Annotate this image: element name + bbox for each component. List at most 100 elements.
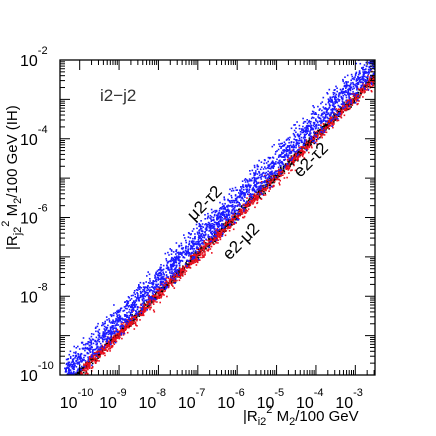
data-point	[196, 258, 198, 261]
data-point	[367, 73, 370, 76]
data-point	[155, 271, 157, 274]
data-point	[342, 91, 344, 93]
data-point	[284, 163, 287, 165]
data-point	[339, 106, 341, 108]
data-point	[297, 156, 299, 158]
data-point	[119, 331, 121, 334]
data-point	[205, 244, 207, 247]
data-point	[173, 281, 175, 284]
data-point	[385, 38, 387, 40]
data-point	[349, 107, 351, 110]
data-point	[335, 96, 337, 99]
data-point	[341, 97, 343, 100]
data-point	[381, 69, 383, 71]
data-point	[196, 246, 198, 248]
data-point	[218, 233, 220, 236]
data-point	[332, 91, 335, 94]
data-point	[189, 253, 191, 256]
data-point	[365, 85, 367, 87]
data-point	[385, 46, 387, 48]
data-point	[87, 368, 89, 371]
data-point	[279, 164, 281, 167]
data-point	[76, 373, 78, 375]
data-point	[263, 194, 265, 196]
data-point	[104, 348, 107, 350]
data-point	[241, 213, 244, 215]
data-point	[249, 204, 252, 207]
data-point	[391, 60, 393, 62]
data-point	[264, 174, 266, 177]
data-point	[380, 71, 382, 73]
data-point	[72, 372, 74, 375]
data-point	[308, 121, 311, 123]
data-point	[381, 72, 383, 74]
data-point	[362, 89, 365, 91]
data-point	[286, 155, 289, 158]
data-point	[97, 331, 100, 334]
data-point	[297, 149, 300, 151]
data-point	[278, 154, 280, 157]
data-point	[342, 80, 344, 83]
data-point	[200, 220, 202, 222]
data-point	[195, 260, 197, 263]
data-point	[198, 222, 200, 225]
data-point	[254, 199, 256, 201]
data-point	[311, 116, 314, 119]
data-point	[257, 187, 259, 190]
data-point	[369, 78, 371, 80]
data-point	[359, 81, 362, 84]
data-point	[278, 174, 281, 176]
data-point	[386, 67, 388, 69]
data-point	[376, 77, 378, 79]
data-point	[376, 58, 378, 60]
data-point	[213, 230, 216, 232]
data-point	[196, 221, 198, 223]
data-point	[235, 222, 237, 224]
data-point	[74, 378, 76, 380]
data-point	[173, 261, 175, 263]
data-point	[259, 168, 262, 171]
data-point	[355, 82, 358, 85]
data-point	[345, 103, 347, 105]
data-point	[336, 112, 339, 114]
data-point	[66, 380, 68, 382]
data-point	[175, 275, 177, 277]
data-point	[389, 64, 391, 66]
data-point	[162, 293, 164, 296]
data-point	[146, 289, 148, 292]
data-point	[169, 278, 171, 280]
data-point	[266, 187, 269, 190]
data-point	[229, 218, 231, 220]
data-point	[250, 184, 252, 187]
data-point	[64, 371, 67, 373]
data-point	[316, 121, 319, 124]
data-point	[72, 354, 74, 357]
data-point	[302, 153, 304, 156]
data-point	[263, 189, 265, 191]
data-point	[99, 342, 102, 345]
data-point	[169, 270, 171, 272]
data-point	[131, 318, 134, 321]
data-point	[385, 67, 387, 69]
data-point	[233, 223, 236, 225]
data-point	[330, 113, 332, 115]
data-point	[162, 276, 165, 278]
data-point	[287, 167, 289, 170]
data-point	[333, 114, 335, 116]
data-point	[102, 353, 105, 355]
data-point	[304, 136, 307, 139]
data-point	[71, 367, 74, 369]
data-point	[94, 353, 96, 356]
data-point	[109, 340, 112, 342]
data-point	[251, 179, 253, 182]
data-point	[201, 223, 204, 225]
data-point	[161, 277, 164, 280]
data-point	[334, 95, 337, 97]
data-point	[249, 173, 252, 175]
data-point	[331, 123, 333, 125]
data-point	[77, 368, 79, 370]
data-point	[256, 177, 259, 180]
data-point	[389, 51, 391, 53]
data-point	[276, 158, 278, 161]
data-point	[350, 100, 352, 103]
